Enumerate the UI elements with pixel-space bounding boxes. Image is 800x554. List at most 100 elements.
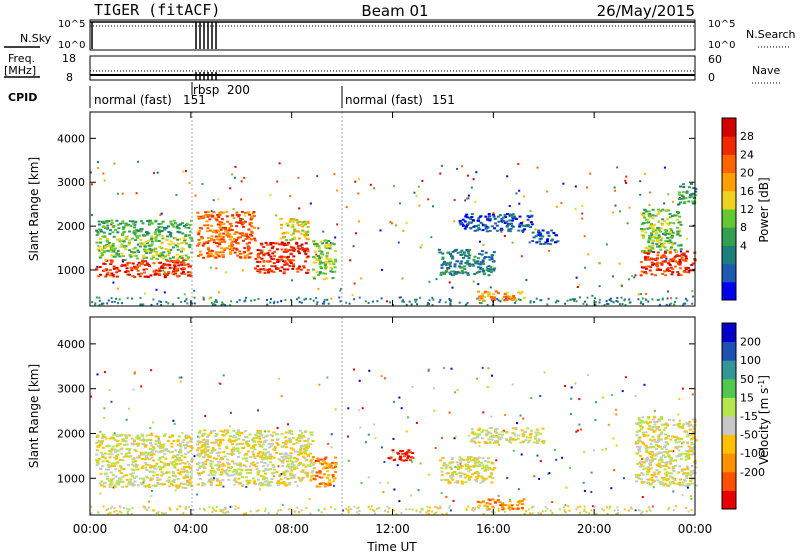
echo-cell: [506, 222, 510, 225]
echo-cell: [682, 478, 686, 481]
echo-cell: [684, 458, 688, 461]
ground-scatter-cell: [675, 297, 678, 300]
echo-cell: [673, 464, 677, 467]
echo-cell: [309, 452, 313, 455]
scatter-cell: [595, 401, 598, 404]
scatter-cell: [639, 193, 642, 196]
echo-cell: [679, 223, 683, 226]
echo-cell: [481, 260, 485, 263]
echo-cell: [644, 246, 648, 249]
echo-cell: [95, 459, 99, 462]
echo-cell: [324, 260, 328, 263]
ground-scatter-cell: [640, 512, 643, 515]
echo-cell: [495, 431, 499, 434]
echo-cell: [674, 459, 678, 462]
scatter-cell: [212, 477, 215, 480]
echo-cell: [110, 453, 114, 456]
scatter-cell: [132, 388, 135, 391]
echo-cell: [268, 484, 272, 487]
echo-cell: [663, 446, 666, 448]
echo-cell: [270, 269, 274, 272]
echo-cell: [128, 220, 132, 223]
scatter-cell: [367, 476, 370, 479]
echo-cell: [110, 480, 114, 483]
echo-cell: [280, 223, 283, 226]
scatter-cell: [315, 253, 318, 256]
echo-cell: [658, 459, 661, 462]
echo-cell: [237, 429, 240, 432]
echo-cell: [100, 442, 104, 445]
scatter-cell: [506, 175, 509, 178]
echo-cell: [95, 463, 99, 466]
echo-cell: [685, 477, 689, 479]
ground-scatter-cell: [230, 505, 233, 508]
echo-cell: [539, 432, 543, 435]
echo-cell: [451, 473, 454, 476]
echo-cell: [228, 226, 232, 229]
echo-cell: [297, 476, 301, 479]
echo-cell: [225, 472, 229, 475]
echo-cell: [482, 477, 486, 480]
echo-cell: [239, 232, 243, 235]
ground-scatter-cell: [449, 299, 452, 302]
ground-scatter-cell: [312, 299, 315, 302]
echo-cell: [248, 241, 251, 244]
echo-cell: [216, 468, 220, 471]
echo-cell: [666, 461, 670, 464]
echo-cell: [306, 248, 310, 251]
scatter-cell: [628, 278, 630, 281]
echo-cell: [252, 437, 256, 440]
scatter-cell: [163, 272, 166, 275]
echo-cell: [529, 226, 533, 229]
echo-cell: [267, 442, 271, 445]
scatter-cell: [691, 295, 694, 298]
echo-cell: [224, 429, 227, 432]
ground-scatter-cell: [602, 509, 605, 512]
echo-cell: [650, 428, 654, 431]
echo-cell: [663, 229, 667, 232]
ground-scatter-cell: [539, 299, 542, 302]
echo-cell: [213, 471, 217, 474]
echo-cell: [478, 463, 481, 466]
echo-cell: [402, 455, 406, 458]
echo-cell: [131, 262, 135, 265]
ground-scatter-cell: [367, 505, 370, 508]
echo-cell: [229, 253, 233, 255]
echo-cell: [141, 477, 145, 480]
ground-scatter-cell: [160, 511, 163, 514]
scatter-cell: [150, 489, 153, 492]
echo-cell: [523, 225, 527, 227]
echo-cell: [660, 415, 664, 418]
echo-cell: [448, 265, 452, 268]
echo-cell: [546, 242, 550, 245]
ground-scatter-cell: [605, 300, 608, 302]
scatter-cell: [301, 432, 304, 434]
echo-cell: [220, 471, 224, 474]
echo-cell: [460, 472, 464, 475]
echo-cell: [467, 467, 471, 470]
echo-cell: [176, 453, 180, 456]
echo-cell: [299, 479, 303, 482]
echo-cell: [201, 483, 205, 486]
ground-scatter-cell: [113, 300, 116, 303]
echo-cell: [158, 230, 162, 233]
echo-cell: [662, 484, 666, 487]
echo-cell: [253, 226, 256, 229]
scatter-cell: [442, 367, 445, 369]
echo-cell: [640, 266, 644, 269]
velocity-xticks: 00:00 04:00 08:00 12:00 16:00 20:00 00:00: [73, 317, 712, 536]
echo-cell: [638, 419, 642, 422]
echo-cell: [492, 435, 496, 438]
colorbar-segment: [722, 323, 736, 343]
echo-cell: [482, 269, 486, 272]
echo-cell: [245, 440, 248, 443]
echo-cell: [109, 261, 113, 264]
ground-scatter-cell: [298, 301, 301, 303]
scatter-cell: [641, 496, 644, 498]
echo-cell: [511, 219, 514, 222]
echo-cell: [327, 464, 331, 467]
echo-cell: [257, 435, 261, 438]
ground-scatter-cell: [674, 505, 677, 508]
echo-cell: [113, 451, 117, 454]
echo-cell: [510, 504, 514, 507]
